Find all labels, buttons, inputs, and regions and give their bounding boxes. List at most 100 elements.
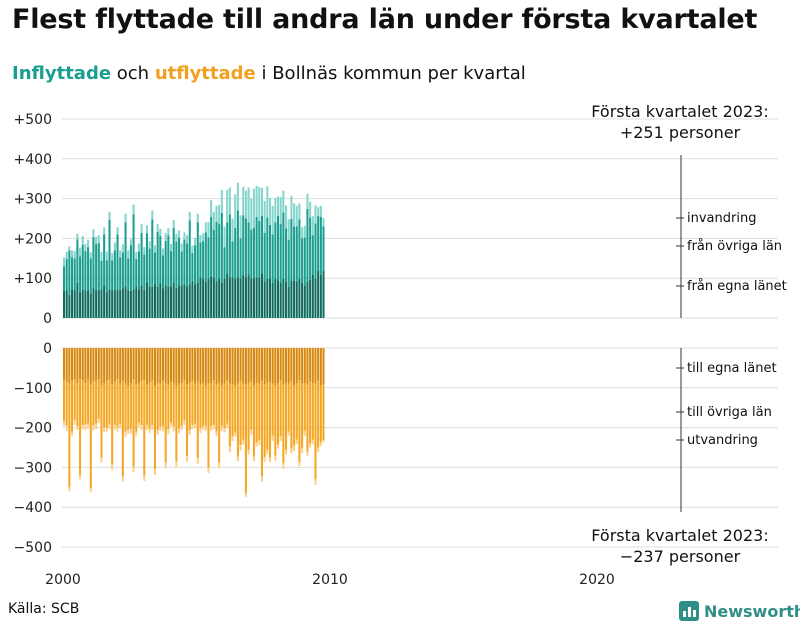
bar-out-egna-lanet: [68, 348, 71, 384]
bar-in-ovriga-lan: [87, 247, 90, 291]
bar-in-egna-lanet: [279, 282, 282, 318]
bar-in-ovriga-lan: [282, 212, 285, 279]
bar-out-egna-lanet: [319, 348, 322, 386]
bar-in-egna-lanet: [244, 277, 247, 318]
bar-in-invandring: [132, 204, 135, 215]
bar-out-egna-lanet: [153, 348, 156, 386]
bar-in-invandring: [76, 233, 79, 240]
bar-out-ovriga-lan: [236, 383, 239, 457]
bar-out-utvandring: [223, 428, 226, 433]
bar-out-utvandring: [322, 440, 325, 443]
bar-in-invandring: [319, 205, 322, 217]
bar-out-ovriga-lan: [252, 385, 255, 457]
bar-in-ovriga-lan: [277, 215, 280, 281]
bar-in-invandring: [73, 251, 76, 259]
bar-in-egna-lanet: [159, 282, 162, 318]
bar-out-egna-lanet: [151, 348, 154, 381]
bar-in-invandring: [244, 190, 247, 219]
bar-out-utvandring: [250, 429, 253, 436]
bar-in-egna-lanet: [287, 286, 290, 318]
annotation-bottom-line1: Första kvartalet 2023:: [591, 526, 768, 545]
bar-out-egna-lanet: [311, 348, 314, 384]
bar-out-egna-lanet: [236, 348, 239, 384]
bar-out-egna-lanet: [167, 348, 170, 385]
bar-out-utvandring: [298, 462, 301, 467]
bar-out-egna-lanet: [87, 348, 90, 380]
bar-out-ovriga-lan: [322, 384, 325, 441]
bar-out-utvandring: [97, 418, 100, 423]
bar-in-ovriga-lan: [178, 237, 181, 286]
bar-in-invandring: [121, 244, 124, 253]
bar-out-utvandring: [319, 442, 322, 447]
bar-out-egna-lanet: [220, 348, 223, 386]
bar-in-ovriga-lan: [220, 212, 223, 283]
series-label-top: invandring: [687, 211, 756, 226]
bar-in-invandring: [113, 242, 116, 251]
bar-out-egna-lanet: [143, 348, 146, 380]
bar-in-invandring: [105, 251, 108, 261]
bar-out-ovriga-lan: [293, 385, 296, 446]
bar-in-egna-lanet: [303, 285, 306, 318]
bar-out-ovriga-lan: [121, 380, 124, 477]
bar-out-ovriga-lan: [71, 380, 74, 432]
bar-out-ovriga-lan: [218, 383, 221, 463]
bar-out-ovriga-lan: [140, 380, 143, 426]
bar-in-ovriga-lan: [129, 245, 132, 291]
bar-in-invandring: [79, 247, 82, 257]
bar-out-egna-lanet: [127, 348, 130, 386]
bar-out-egna-lanet: [140, 348, 143, 381]
bar-out-egna-lanet: [100, 348, 103, 386]
bar-out-ovriga-lan: [81, 380, 84, 426]
bar-in-egna-lanet: [76, 282, 79, 318]
bar-out-ovriga-lan: [79, 379, 82, 475]
bar-in-invandring: [170, 243, 173, 252]
bar-in-invandring: [196, 213, 199, 223]
bar-out-ovriga-lan: [311, 383, 314, 440]
bar-out-egna-lanet: [207, 348, 210, 384]
bar-out-egna-lanet: [84, 348, 87, 384]
bar-in-invandring: [247, 187, 250, 223]
bar-in-invandring: [212, 211, 215, 230]
bar-out-ovriga-lan: [220, 385, 223, 427]
bar-in-invandring: [293, 203, 296, 227]
bar-out-ovriga-lan: [303, 383, 306, 431]
bar-in-ovriga-lan: [116, 234, 119, 290]
bar-out-ovriga-lan: [188, 383, 191, 430]
bar-in-invandring: [140, 224, 143, 233]
bar-out-egna-lanet: [252, 348, 255, 386]
bar-out-egna-lanet: [202, 348, 205, 384]
bar-in-egna-lanet: [207, 278, 210, 318]
bar-out-utvandring: [191, 425, 194, 430]
bar-out-ovriga-lan: [239, 380, 242, 446]
y-tick-label-bottom: −200: [14, 421, 52, 437]
bar-out-egna-lanet: [132, 348, 135, 380]
bar-in-egna-lanet: [295, 281, 298, 318]
bar-in-invandring: [188, 211, 191, 221]
bar-out-egna-lanet: [76, 348, 79, 384]
bar-in-ovriga-lan: [135, 259, 138, 287]
bar-in-invandring: [92, 229, 95, 238]
bar-out-ovriga-lan: [170, 381, 173, 423]
bar-out-egna-lanet: [116, 348, 119, 380]
bar-in-ovriga-lan: [65, 259, 68, 291]
bar-in-egna-lanet: [92, 288, 95, 318]
bar-out-egna-lanet: [287, 348, 290, 384]
bar-in-ovriga-lan: [145, 233, 148, 283]
subtitle-inflyttade: Inflyttade: [12, 63, 112, 84]
bar-out-utvandring: [111, 464, 114, 470]
bar-in-ovriga-lan: [111, 260, 114, 291]
bar-out-egna-lanet: [65, 348, 68, 382]
bar-out-egna-lanet: [103, 348, 106, 384]
bar-in-ovriga-lan: [100, 260, 103, 290]
bar-out-egna-lanet: [218, 348, 221, 384]
bar-in-ovriga-lan: [113, 250, 116, 291]
bar-out-utvandring: [116, 427, 119, 432]
bar-in-egna-lanet: [311, 274, 314, 318]
bar-out-ovriga-lan: [295, 383, 298, 440]
y-tick-label-bottom: −300: [14, 460, 52, 476]
bar-out-egna-lanet: [71, 348, 74, 381]
bar-out-utvandring: [148, 428, 151, 433]
bar-in-ovriga-lan: [287, 239, 290, 287]
bar-out-egna-lanet: [231, 348, 234, 385]
bar-in-egna-lanet: [111, 290, 114, 318]
